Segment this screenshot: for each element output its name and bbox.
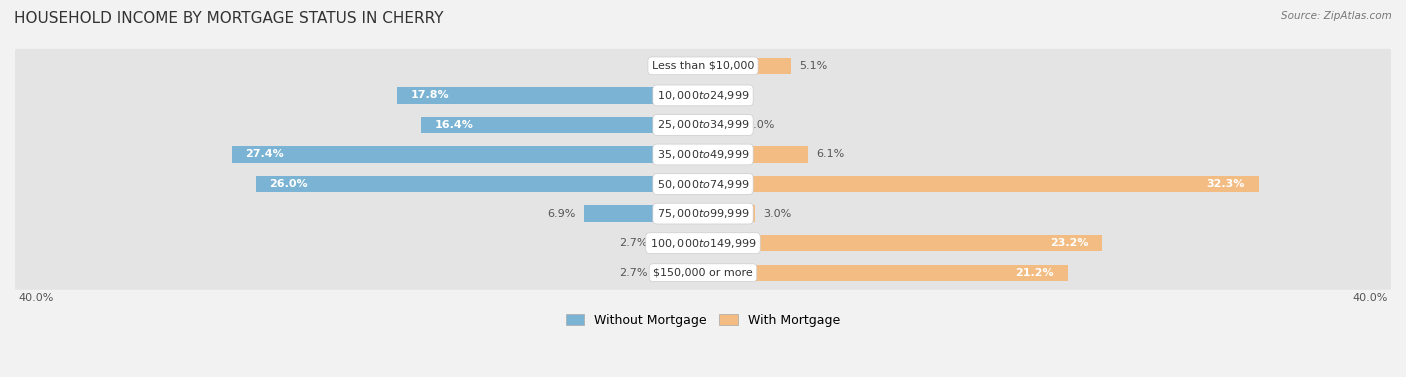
Text: Source: ZipAtlas.com: Source: ZipAtlas.com [1281, 11, 1392, 21]
Legend: Without Mortgage, With Mortgage: Without Mortgage, With Mortgage [561, 309, 845, 332]
FancyBboxPatch shape [14, 138, 1392, 172]
Bar [703, 205, 755, 222]
Bar [703, 146, 808, 162]
Bar [396, 87, 703, 104]
Bar [703, 235, 1102, 251]
Text: 0.0%: 0.0% [711, 90, 740, 100]
Text: Less than $10,000: Less than $10,000 [652, 61, 754, 71]
Text: $150,000 or more: $150,000 or more [654, 268, 752, 278]
Text: 6.9%: 6.9% [547, 208, 575, 219]
Text: 16.4%: 16.4% [434, 120, 474, 130]
FancyBboxPatch shape [14, 78, 1392, 112]
FancyBboxPatch shape [14, 167, 1392, 201]
Text: 27.4%: 27.4% [246, 150, 284, 159]
Bar [703, 117, 737, 133]
Bar [420, 117, 703, 133]
FancyBboxPatch shape [14, 226, 1392, 260]
FancyBboxPatch shape [14, 49, 1392, 82]
Text: 17.8%: 17.8% [411, 90, 450, 100]
Text: 32.3%: 32.3% [1206, 179, 1244, 189]
Bar [585, 205, 703, 222]
Text: 0.0%: 0.0% [666, 61, 695, 71]
Bar [232, 146, 703, 162]
FancyBboxPatch shape [14, 196, 1392, 231]
FancyBboxPatch shape [14, 197, 1392, 230]
Bar [256, 176, 703, 192]
Text: $35,000 to $49,999: $35,000 to $49,999 [657, 148, 749, 161]
Bar [657, 265, 703, 281]
Text: 2.7%: 2.7% [620, 268, 648, 278]
Text: 2.7%: 2.7% [620, 238, 648, 248]
Text: $25,000 to $34,999: $25,000 to $34,999 [657, 118, 749, 132]
Text: 40.0%: 40.0% [1353, 293, 1388, 303]
Bar [703, 265, 1067, 281]
Text: $100,000 to $149,999: $100,000 to $149,999 [650, 237, 756, 250]
Text: 23.2%: 23.2% [1050, 238, 1088, 248]
Text: 21.2%: 21.2% [1015, 268, 1054, 278]
Text: 2.0%: 2.0% [747, 120, 775, 130]
Text: HOUSEHOLD INCOME BY MORTGAGE STATUS IN CHERRY: HOUSEHOLD INCOME BY MORTGAGE STATUS IN C… [14, 11, 443, 26]
Text: 3.0%: 3.0% [763, 208, 792, 219]
FancyBboxPatch shape [14, 138, 1392, 171]
Text: $75,000 to $99,999: $75,000 to $99,999 [657, 207, 749, 220]
FancyBboxPatch shape [14, 108, 1392, 142]
FancyBboxPatch shape [14, 79, 1392, 112]
Bar [703, 58, 790, 74]
Text: 6.1%: 6.1% [817, 150, 845, 159]
Text: 26.0%: 26.0% [270, 179, 308, 189]
FancyBboxPatch shape [14, 109, 1392, 141]
FancyBboxPatch shape [14, 49, 1392, 83]
Text: 5.1%: 5.1% [800, 61, 828, 71]
Bar [657, 235, 703, 251]
FancyBboxPatch shape [14, 256, 1392, 289]
FancyBboxPatch shape [14, 227, 1392, 259]
Text: $50,000 to $74,999: $50,000 to $74,999 [657, 178, 749, 190]
Bar [703, 176, 1258, 192]
FancyBboxPatch shape [14, 256, 1392, 290]
Text: $10,000 to $24,999: $10,000 to $24,999 [657, 89, 749, 102]
FancyBboxPatch shape [14, 168, 1392, 201]
Text: 40.0%: 40.0% [18, 293, 53, 303]
